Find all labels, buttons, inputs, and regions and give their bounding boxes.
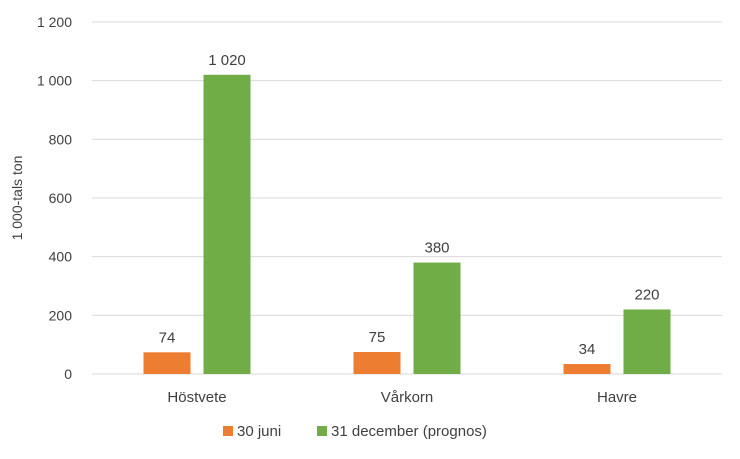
bar-höstvete-december (203, 74, 251, 375)
legend-label: 30 juni (237, 423, 281, 440)
y-axis-label: 1 000-tals ton (9, 156, 25, 241)
legend-swatch (223, 426, 233, 436)
y-tick-label: 1 200 (37, 14, 72, 30)
category-label: Höstvete (167, 389, 226, 406)
data-label: 34 (579, 341, 596, 358)
legend-label: 31 december (prognos) (331, 423, 487, 440)
y-tick-label: 800 (49, 131, 73, 147)
y-tick-label: 400 (49, 249, 73, 265)
gridlines (92, 21, 722, 375)
data-label: 1 020 (208, 52, 246, 69)
category-label: Vårkorn (381, 389, 434, 406)
data-label: 75 (369, 329, 386, 346)
legend-swatch (317, 426, 327, 436)
data-label: 380 (424, 240, 449, 257)
bar-havre-juni (563, 364, 611, 374)
legend: 30 juni 31 december (prognos) (223, 423, 487, 440)
bar-havre-december (623, 309, 671, 374)
bar-vårkorn-juni (353, 352, 401, 374)
bars (143, 74, 671, 375)
bar-vårkorn-december (413, 262, 461, 374)
data-label: 74 (159, 329, 176, 346)
y-axis-ticks: 0 200 400 600 800 1 000 1 200 (37, 14, 72, 382)
bar-höstvete-juni (143, 352, 191, 374)
y-tick-label: 600 (49, 190, 73, 206)
y-tick-label: 1 000 (37, 73, 72, 89)
data-labels: 74 1 020 75 380 34 220 (159, 52, 660, 358)
data-label: 220 (634, 286, 659, 303)
category-labels: Höstvete Vårkorn Havre (167, 389, 637, 406)
category-label: Havre (597, 389, 637, 406)
y-tick-label: 200 (49, 307, 73, 323)
y-tick-label: 0 (64, 366, 72, 382)
